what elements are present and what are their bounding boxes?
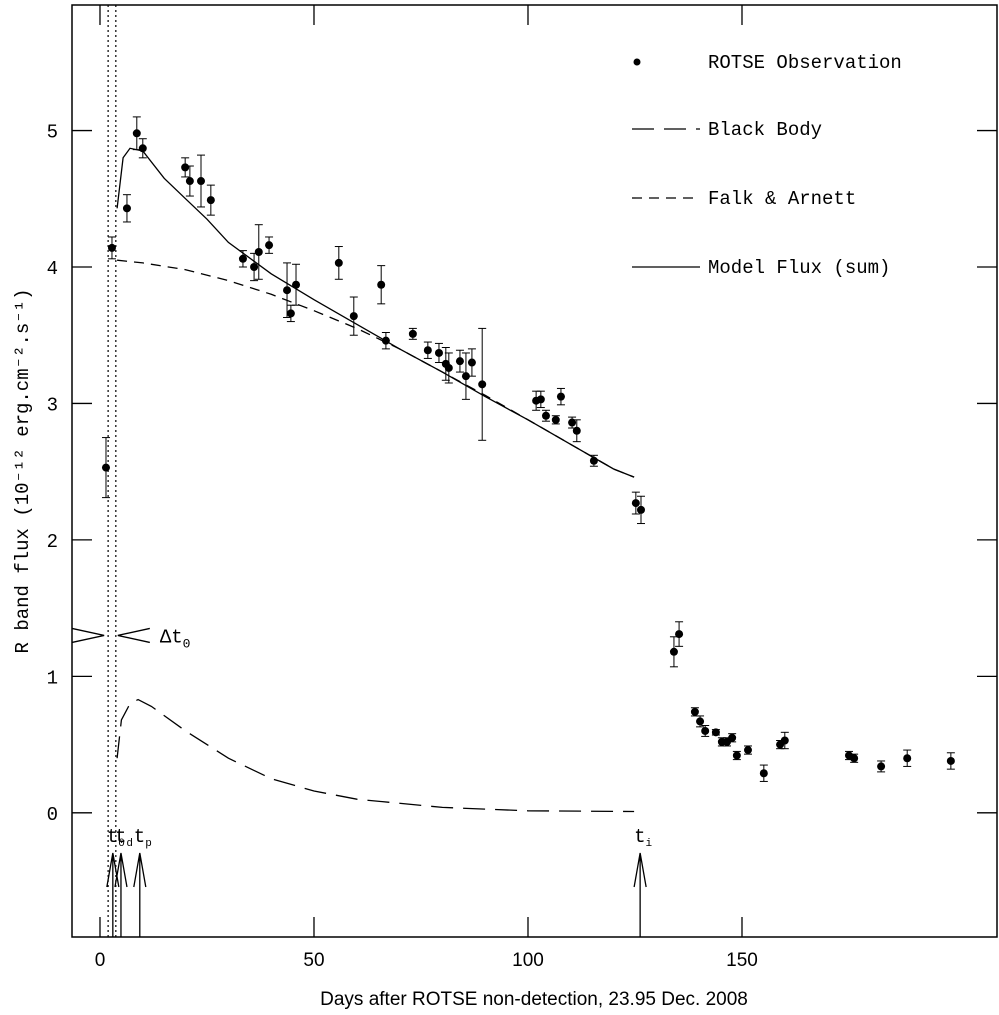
data-point <box>572 426 581 435</box>
y-tick-label: 2 <box>47 531 58 553</box>
data-point <box>711 728 720 737</box>
marker-label: td <box>115 826 133 850</box>
data-point <box>675 630 684 639</box>
data-point <box>434 348 443 357</box>
x-tick-label: 150 <box>726 950 758 971</box>
legend-marker <box>633 58 641 66</box>
marker-arrow <box>114 852 128 937</box>
data-point <box>265 241 274 250</box>
marker-sub: p <box>145 838 152 850</box>
data-point <box>101 463 110 472</box>
data-point <box>408 329 417 338</box>
data-point <box>206 196 215 205</box>
y-tick-label: 1 <box>47 667 58 689</box>
data-point <box>759 769 768 778</box>
marker-sub: i <box>646 838 653 850</box>
interval-sub: 0 <box>183 636 191 651</box>
data-point <box>478 380 487 389</box>
marker-arrow <box>633 852 647 937</box>
legend-label: ROTSE Observation <box>708 52 902 74</box>
marker-sub: 0 <box>118 838 125 850</box>
plot-frame <box>71 4 998 938</box>
data-point <box>903 754 912 763</box>
data-point <box>250 262 259 271</box>
data-point <box>254 247 263 256</box>
data-point <box>780 736 789 745</box>
model-curve <box>116 147 635 478</box>
data-point <box>132 129 141 138</box>
data-point <box>728 733 737 742</box>
legend-label: Black Body <box>708 119 822 141</box>
x-tick-label: 50 <box>303 950 324 971</box>
model-curve <box>117 259 635 478</box>
y-tick-label: 0 <box>47 804 58 826</box>
marker-sub: d <box>126 838 133 850</box>
data-point <box>185 177 194 186</box>
data-point <box>631 499 640 508</box>
data-point <box>181 163 190 172</box>
data-point <box>732 751 741 760</box>
legend-label: Falk & Arnett <box>708 188 856 210</box>
data-point <box>636 505 645 514</box>
marker-text: t <box>107 826 118 848</box>
data-point <box>556 392 565 401</box>
interval-text: Δt <box>160 626 183 648</box>
data-point <box>946 756 955 765</box>
data-point <box>455 357 464 366</box>
x-tick-label: 0 <box>95 950 106 971</box>
data-point <box>349 312 358 321</box>
y-tick-label: 3 <box>47 394 58 416</box>
data-point <box>551 415 560 424</box>
data-point <box>444 363 453 372</box>
interval-arrow <box>117 627 150 644</box>
data-point <box>877 762 886 771</box>
data-point <box>568 418 577 427</box>
model-curve <box>116 698 635 813</box>
data-point <box>334 258 343 267</box>
data-point <box>292 280 301 289</box>
data-point <box>423 346 432 355</box>
data-point <box>536 395 545 404</box>
legend-label: Model Flux (sum) <box>708 257 890 279</box>
marker-label: tp <box>134 826 152 850</box>
data-point <box>122 204 131 213</box>
data-point <box>197 177 206 186</box>
x-axis-label: Days after ROTSE non-detection, 23.95 De… <box>320 989 748 1010</box>
data-point <box>377 280 386 289</box>
marker-text: t <box>134 826 145 848</box>
interval-arrow <box>71 627 105 644</box>
marker-text: t <box>115 826 126 848</box>
y-tick-label: 5 <box>47 122 58 144</box>
data-point <box>690 707 699 716</box>
data-point <box>850 754 859 763</box>
y-tick-label: 4 <box>47 258 58 280</box>
data-point <box>238 254 247 263</box>
x-tick-label: 100 <box>512 950 544 971</box>
marker-label: t0 <box>107 826 125 850</box>
data-point <box>669 647 678 656</box>
interval-label: Δt0 <box>160 626 191 651</box>
data-point <box>541 411 550 420</box>
data-point <box>283 286 292 295</box>
data-point <box>286 309 295 318</box>
data-point <box>461 372 470 381</box>
data-point <box>696 717 705 726</box>
marker-text: t <box>634 826 645 848</box>
data-point <box>743 746 752 755</box>
y-axis-label: R band flux (10⁻¹² erg.cm⁻².s⁻¹) <box>12 289 34 654</box>
data-point <box>701 726 710 735</box>
marker-arrow <box>133 852 147 937</box>
marker-label: ti <box>634 826 652 850</box>
data-point <box>467 358 476 367</box>
data-point <box>107 243 116 252</box>
